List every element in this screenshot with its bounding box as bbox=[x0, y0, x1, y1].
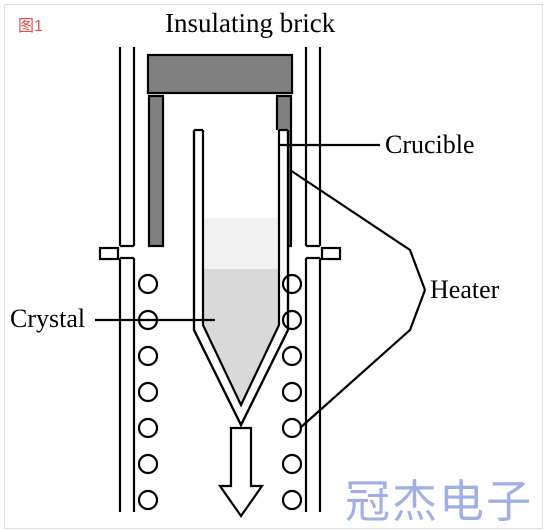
leader-heater-bottom bbox=[300, 290, 425, 428]
diagram-svg bbox=[0, 0, 545, 531]
heater-plate-left bbox=[100, 248, 118, 259]
pull-direction-arrow bbox=[220, 428, 262, 516]
outer-wall-right bbox=[306, 47, 320, 512]
label-insulating-brick: Insulating brick bbox=[165, 8, 335, 39]
crucible bbox=[194, 130, 288, 425]
crystal-region bbox=[203, 269, 279, 405]
heater-coils-left bbox=[139, 275, 157, 509]
label-crystal: Crystal bbox=[10, 304, 85, 334]
crucible-liquid bbox=[203, 218, 279, 269]
outer-wall-left bbox=[120, 47, 134, 512]
heater-plate-right bbox=[322, 248, 340, 259]
insulating-brick bbox=[148, 55, 292, 93]
label-heater: Heater bbox=[430, 275, 499, 305]
inner-wall-left bbox=[149, 96, 163, 246]
label-crucible: Crucible bbox=[385, 130, 475, 160]
leader-heater-top bbox=[290, 170, 425, 290]
